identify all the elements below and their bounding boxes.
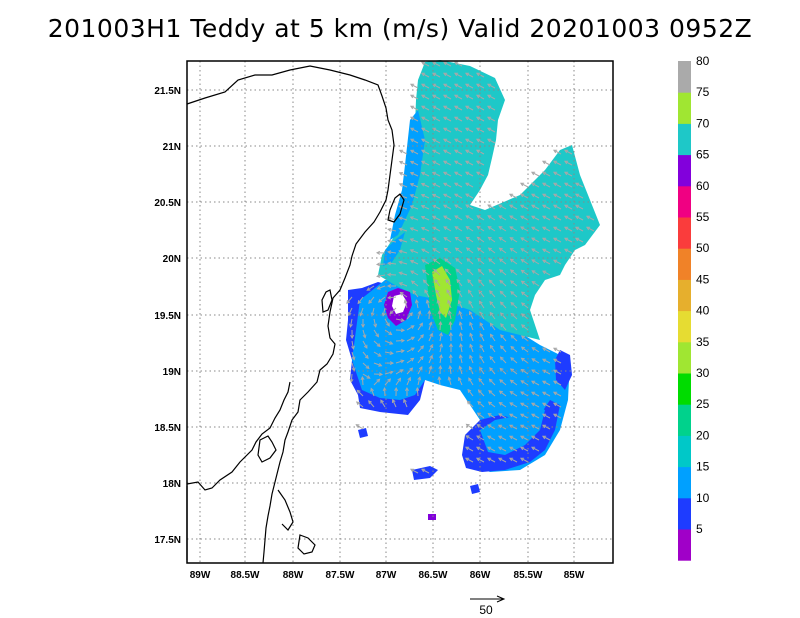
lon-tick-label: 88W [283,570,304,581]
wind-speed-region [555,350,572,390]
longitude-tick-labels: 89W 88.5W 88W 87.5W 87W 86.5W 86W 85.5W 85W [190,570,585,581]
colorbar-label: 60 [696,179,710,193]
colorbar-swatch [678,217,691,249]
lat-tick-label: 21.5N [154,86,181,97]
colorbar-label: 80 [696,54,710,68]
colorbar-swatch [678,248,691,280]
lon-tick-label: 86W [470,570,491,581]
colorbar-swatch [678,92,691,124]
colorbar-swatch [678,404,691,436]
lon-tick-label: 85W [564,570,585,581]
colorbar: 5 10 15 20 25 30 35 40 45 50 55 60 65 70 75 80 [678,54,710,561]
lat-tick-label: 20N [163,254,181,265]
lon-tick-label: 87W [376,570,397,581]
colorbar-swatch [678,466,691,499]
colorbar-swatch [678,373,691,405]
lat-lon-grid [187,61,613,563]
lat-tick-label: 18.5N [154,423,181,434]
colorbar-label: 55 [696,210,710,224]
map-frame [186,60,614,564]
wind-speed-region [432,266,452,318]
lon-tick-label: 85.5W [514,570,543,581]
colorbar-swatch [678,497,691,530]
colorbar-swatch [678,435,691,468]
vector-scale-label: 50 [479,603,493,617]
wind-speed-region [428,514,436,520]
colorbar-swatch [678,529,691,561]
colorbar-swatch [678,123,691,156]
lat-tick-label: 21N [163,142,181,153]
wind-speed-region [392,294,407,314]
colorbar-swatch [678,279,691,312]
latitude-tick-labels: 21.5N 21N 20.5N 20N 19.5N 19N 18.5N 18N 17.5N [154,86,181,546]
colorbar-label: 50 [696,241,710,255]
wind-speed-region [470,484,480,494]
colorbar-label: 30 [696,366,710,380]
lon-tick-label: 87.5W [326,570,355,581]
lat-tick-label: 18N [163,479,181,490]
wind-speed-region [480,405,545,455]
lon-tick-label: 89W [190,570,211,581]
lat-tick-label: 20.5N [154,198,181,209]
plot-title: 201003H1 Teddy at 5 km (m/s) Valid 20201… [47,14,753,43]
colorbar-swatch [678,341,691,374]
vector-scale-legend: 50 [470,595,506,617]
colorbar-label: 40 [696,304,710,318]
colorbar-label: 20 [696,428,710,442]
colorbar-label: 70 [696,116,710,130]
colorbar-label: 15 [696,460,710,474]
colorbar-label: 65 [696,148,710,162]
wind-vectors [346,61,595,474]
wind-speed-region [358,428,368,438]
colorbar-label: 45 [696,272,710,286]
colorbar-label: 5 [696,522,703,536]
colorbar-label: 35 [696,335,710,349]
colorbar-swatch [678,61,691,93]
lat-tick-label: 19.5N [154,311,181,322]
lon-tick-label: 88.5W [231,570,260,581]
colorbar-swatch [678,154,691,187]
colorbar-label: 10 [696,491,710,505]
lat-tick-label: 17.5N [154,535,181,546]
colorbar-label: 75 [696,85,710,99]
lon-tick-label: 86.5W [419,570,448,581]
colorbar-label: 25 [696,397,710,411]
colorbar-swatch [678,185,691,218]
colorbar-swatch [678,310,691,343]
lat-tick-label: 19N [163,367,181,378]
wind-speed-region [412,466,438,480]
